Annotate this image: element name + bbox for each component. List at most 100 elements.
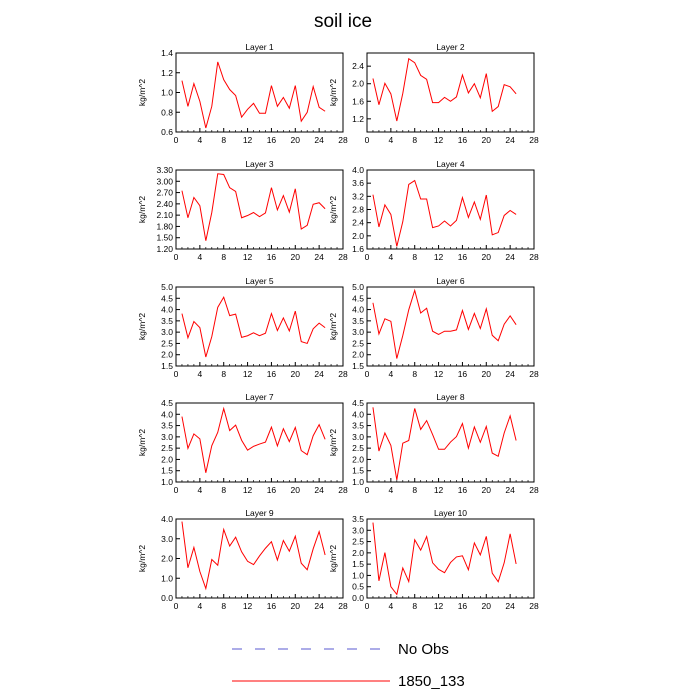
x-tick-label: 16 [267, 135, 277, 145]
x-tick-label: 20 [482, 485, 492, 495]
legend-label-no-obs: No Obs [398, 641, 449, 658]
x-tick-label: 16 [267, 252, 277, 262]
x-tick-label: 20 [482, 252, 492, 262]
plot-frame [366, 52, 535, 133]
y-tick-label: 3.6 [352, 178, 364, 188]
x-tick-label: 8 [412, 369, 417, 379]
x-tick-label: 12 [434, 135, 444, 145]
panel-layer-7: Layer 7 0 4 8 12 16 20 24 28 1.01.5 2.02.53.03.5 4.… [137, 392, 348, 495]
y-tick-label: 1.0 [161, 477, 173, 487]
panel-layer-1: Layer 1 0 4 8 12 16 20 24 28 0.6 0.8 1.0 1.2 1.4 kg/m^… [137, 42, 348, 145]
x-tick-label: 28 [529, 369, 539, 379]
series-line-1850-133 [372, 407, 517, 481]
y-tick-label: 2.4 [352, 218, 364, 228]
y-tick-label: 1.6 [352, 96, 364, 106]
panel-layer-3: Layer 3 0 4 8 12 16 20 24 28 1.201.50 1.802.102.40… [137, 159, 348, 262]
y-tick-label: 1.5 [161, 361, 173, 371]
y-tick-label: 0.6 [161, 127, 173, 137]
y-tick-label: 3.5 [352, 421, 364, 431]
y-tick-label: 0.8 [161, 107, 173, 117]
y-tick-label: 2.0 [352, 79, 364, 89]
y-tick-label: 4.5 [161, 398, 173, 408]
x-tick-label: 16 [458, 135, 468, 145]
y-tick-label: 2.70 [156, 188, 173, 198]
x-tick-label: 24 [505, 135, 515, 145]
y-tick-label: 1.2 [352, 114, 364, 124]
x-tick-label: 20 [291, 135, 301, 145]
x-tick-label: 0 [365, 135, 370, 145]
x-tick-label: 8 [221, 135, 226, 145]
y-tick-label: 3.00 [156, 176, 173, 186]
y-tick-label: 4.0 [352, 409, 364, 419]
panel-title: Layer 1 [245, 42, 274, 52]
x-tick-label: 12 [434, 485, 444, 495]
x-tick-label: 16 [458, 369, 468, 379]
x-tick-label: 0 [174, 252, 179, 262]
x-tick-label: 0 [174, 369, 179, 379]
y-tick-label: 2.5 [352, 443, 364, 453]
x-tick-label: 16 [458, 252, 468, 262]
y-tick-label: 4.5 [161, 293, 173, 303]
x-tick-label: 20 [291, 369, 301, 379]
y-tick-label: 4.0 [352, 305, 364, 315]
y-tick-label: 1.5 [352, 466, 364, 476]
x-tick-label: 24 [314, 252, 324, 262]
panel-title: Layer 8 [436, 392, 465, 402]
series-line-1850-133 [181, 173, 326, 241]
y-tick-label: 1.80 [156, 221, 173, 231]
panel-layer-9: Layer 9 0 4 8 12 16 20 24 28 0.0 1.0 2.0 3.0 4.0 kg/m^… [137, 508, 348, 611]
x-tick-label: 20 [482, 135, 492, 145]
panel-title: Layer 6 [436, 276, 465, 286]
x-tick-label: 0 [174, 135, 179, 145]
y-tick-label: 2.0 [352, 231, 364, 241]
y-axis-label: kg/m^2 [328, 196, 338, 223]
y-tick-label: 2.0 [161, 350, 173, 360]
y-tick-label: 4.0 [161, 305, 173, 315]
y-tick-label: 1.0 [352, 570, 364, 580]
plot-frame [175, 402, 344, 483]
y-tick-label: 2.4 [352, 61, 364, 71]
x-tick-label: 28 [529, 601, 539, 611]
y-tick-label: 1.50 [156, 233, 173, 243]
y-tick-label: 3.2 [352, 191, 364, 201]
x-tick-label: 12 [434, 369, 444, 379]
y-tick-label: 3.5 [161, 421, 173, 431]
x-tick-label: 0 [365, 601, 370, 611]
x-tick-label: 24 [505, 601, 515, 611]
x-tick-label: 8 [221, 252, 226, 262]
y-tick-label: 1.5 [352, 361, 364, 371]
x-tick-label: 4 [197, 252, 202, 262]
x-tick-label: 12 [243, 485, 253, 495]
series-line-1850-133 [372, 179, 517, 247]
x-tick-label: 4 [388, 252, 393, 262]
panel-layer-6: Layer 6 0 4 8 12 16 20 24 28 1.52.0 2.53.03.54.0 4.… [328, 276, 539, 379]
x-tick-label: 4 [388, 601, 393, 611]
y-tick-label: 2.5 [352, 338, 364, 348]
plot-frame [175, 286, 344, 367]
x-tick-label: 20 [291, 485, 301, 495]
x-tick-label: 28 [338, 135, 348, 145]
x-tick-label: 0 [174, 601, 179, 611]
x-tick-label: 0 [174, 485, 179, 495]
x-tick-label: 24 [314, 135, 324, 145]
x-tick-label: 4 [388, 135, 393, 145]
y-tick-label: 0.0 [352, 593, 364, 603]
x-tick-label: 12 [243, 135, 253, 145]
figure-title: soil ice [314, 11, 372, 32]
x-tick-label: 24 [314, 485, 324, 495]
plot-frame [175, 52, 344, 133]
x-tick-label: 16 [267, 601, 277, 611]
x-tick-label: 4 [197, 135, 202, 145]
y-tick-label: 2.40 [156, 199, 173, 209]
x-tick-label: 12 [434, 601, 444, 611]
panel-layer-4: Layer 4 0 4 8 12 16 20 24 28 1.6 2.0 2.4 2.8 3.2 3.6 4.… [328, 159, 539, 262]
plot-frame [175, 169, 344, 250]
y-axis-label: kg/m^2 [137, 313, 147, 340]
series-line-1850-133 [372, 288, 517, 359]
series-line-1850-133 [181, 61, 326, 129]
y-tick-label: 4.0 [161, 409, 173, 419]
y-tick-label: 4.0 [352, 165, 364, 175]
y-tick-label: 2.8 [352, 205, 364, 215]
x-tick-label: 8 [412, 601, 417, 611]
plot-frame [366, 518, 535, 599]
